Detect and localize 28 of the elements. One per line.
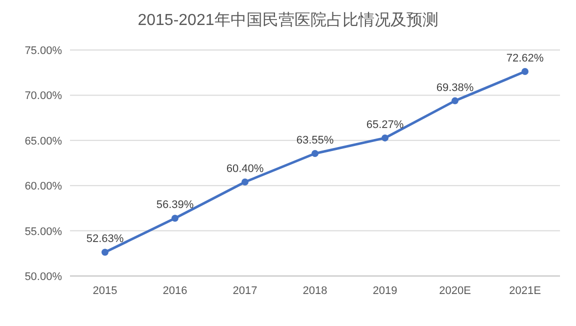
data-label: 72.62% <box>506 52 544 65</box>
point <box>312 150 318 158</box>
y-tick-label: 75.00% <box>24 45 62 57</box>
point <box>102 248 108 256</box>
x-tick-label: 2018 <box>302 285 328 297</box>
chart-title: 2015-2021年中国民营医院占比情况及预测 <box>138 11 438 29</box>
y-tick-label: 65.00% <box>24 135 62 148</box>
y-tick-label: 50.00% <box>24 271 62 283</box>
data-label: 52.63% <box>86 233 124 246</box>
x-tick-label: 2020E <box>439 285 471 297</box>
x-tick-label: 2017 <box>232 285 258 297</box>
data-label: 69.38% <box>436 82 474 94</box>
point <box>382 134 388 142</box>
point <box>452 97 458 104</box>
y-tick-label: 55.00% <box>24 226 62 238</box>
data-label: 65.27% <box>366 118 404 131</box>
x-tick-label: 2015 <box>92 285 118 297</box>
point <box>242 178 248 186</box>
data-label: 56.39% <box>156 199 194 212</box>
y-tick-label: 60.00% <box>24 180 62 193</box>
data-label: 63.55% <box>296 134 334 147</box>
point <box>522 68 528 76</box>
y-tick-label: 70.00% <box>24 90 62 102</box>
point <box>172 214 178 222</box>
data-label: 60.40% <box>226 162 264 175</box>
x-tick-label: 2016 <box>162 285 188 297</box>
x-tick-label: 2019 <box>372 285 398 297</box>
x-tick-label: 2021E <box>509 285 541 297</box>
